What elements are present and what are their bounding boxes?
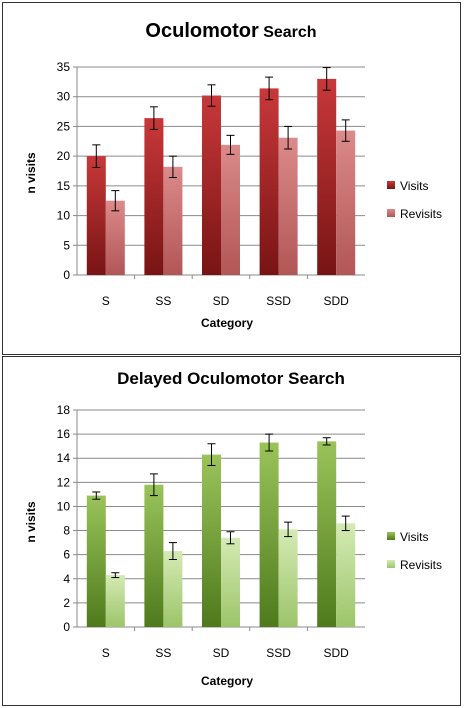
legend-swatch-visits: [387, 532, 395, 540]
legend-swatch-revisits: [387, 560, 395, 568]
bar-revisits: [105, 575, 125, 627]
y-tick-label: 30: [57, 90, 71, 104]
y-tick-label: 5: [63, 238, 70, 252]
x-tick-label: SD: [213, 646, 230, 660]
y-tick-label: 14: [57, 451, 71, 465]
chart-panel-delayed: Delayed Oculomotor Search 0 2 4 6 8 10 12 14 16 1…: [2, 356, 461, 706]
legend-label-visits: Visits: [400, 530, 428, 544]
x-tick-label: SS: [155, 294, 171, 308]
x-tick-label: S: [102, 294, 110, 308]
legend-label-visits: Visits: [400, 179, 428, 193]
bar-revisits: [163, 166, 183, 275]
y-tick-label: 25: [57, 119, 71, 133]
bar-visits: [201, 95, 221, 275]
y-tick-label: 35: [57, 60, 71, 74]
bar-visits: [317, 441, 337, 627]
bar-revisits: [278, 529, 298, 627]
bar-visits: [317, 78, 337, 275]
chart-title: Delayed Oculomotor Search: [117, 369, 345, 388]
bar-visits: [86, 495, 106, 627]
x-tick-label: SDD: [324, 646, 350, 660]
legend-swatch-visits: [387, 181, 395, 189]
y-tick-label: 15: [57, 179, 71, 193]
x-tick-label: SS: [155, 646, 171, 660]
x-tick-label: SDD: [324, 294, 350, 308]
chart-panel-oculomotor: Oculomotor Search 0 5 10 15 20 25 30 35 S SS SD SSD…: [2, 2, 461, 355]
chart-title: Oculomotor Search: [145, 20, 316, 42]
bar-visits: [86, 156, 106, 275]
bar-visits: [144, 118, 164, 275]
y-tick-label: 4: [63, 572, 70, 586]
bar-revisits: [105, 200, 125, 275]
y-tick-label: 16: [57, 427, 71, 441]
y-tick-label: 0: [63, 268, 70, 282]
legend-label-revisits: Revisits: [400, 558, 442, 572]
legend-label-revisits: Revisits: [400, 207, 442, 221]
x-tick-label: SD: [213, 294, 230, 308]
x-tick-label: S: [102, 646, 110, 660]
bar-revisits: [221, 144, 241, 275]
bar-visits: [259, 88, 279, 275]
bar-revisits: [336, 523, 356, 627]
bar-revisits: [221, 537, 241, 627]
y-tick-label: 12: [57, 475, 71, 489]
bar-revisits: [163, 551, 183, 627]
bar-visits: [144, 484, 164, 627]
y-tick-label: 10: [57, 499, 71, 513]
y-tick-label: 20: [57, 149, 71, 163]
y-axis-title: n visits: [24, 501, 38, 543]
chart-delayed-oculomotor-search: Delayed Oculomotor Search 0 2 4 6 8 10 12 14 16 1…: [24, 369, 442, 688]
y-tick-label: 0: [63, 620, 70, 634]
bar-revisits: [278, 137, 298, 275]
y-tick-label: 10: [57, 209, 71, 223]
x-tick-label: SSD: [266, 646, 291, 660]
x-axis-title: Category: [201, 674, 253, 688]
y-tick-label: 6: [63, 548, 70, 562]
bar-revisits: [336, 130, 356, 275]
bar-visits: [259, 442, 279, 627]
x-axis-title: Category: [201, 316, 253, 330]
y-tick-label: 2: [63, 596, 70, 610]
bar-visits: [201, 454, 221, 627]
legend-swatch-revisits: [387, 209, 395, 217]
y-tick-label: 18: [57, 403, 71, 417]
x-tick-label: SSD: [266, 294, 291, 308]
y-tick-label: 8: [63, 524, 70, 538]
y-axis-title: n visits: [24, 152, 38, 194]
